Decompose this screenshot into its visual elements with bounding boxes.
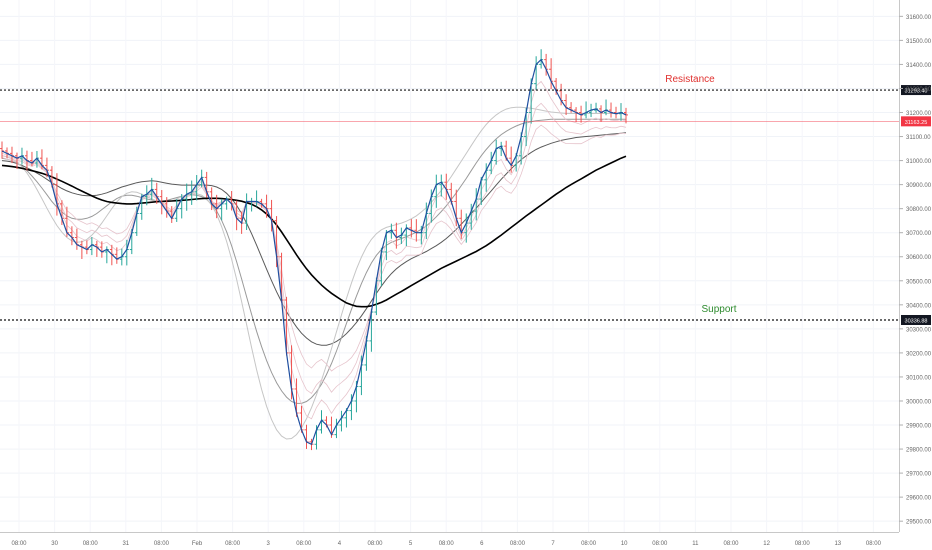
x-tick-label: 08:00	[225, 541, 241, 547]
ohlc-bar	[624, 107, 628, 124]
ohlc-bar	[414, 219, 419, 242]
level-label: Resistance	[665, 74, 715, 85]
ohlc-bar	[244, 193, 249, 231]
ohlc-bar	[304, 424, 309, 449]
ohlc-bar	[609, 102, 614, 118]
x-tick-label: 12	[763, 541, 770, 547]
ma-band-line	[1, 106, 626, 440]
time-axis: 08:00 30 08:00 31 08:00 Feb 08:00 3 08:00 4 08:00 5…	[11, 541, 881, 547]
x-tick-label: 08:00	[11, 541, 27, 547]
ohlc-bar	[74, 228, 79, 250]
level-label: Support	[701, 304, 736, 315]
x-tick-label: 31	[122, 541, 129, 547]
y-tick-label: 31100.00	[906, 135, 931, 141]
ohlc-bar	[84, 240, 89, 255]
price-axis: 29500.00 29600.00 29700.00 29800.00 29900.00…	[899, 15, 932, 526]
y-tick-label: 30700.00	[906, 231, 932, 237]
last-price-tag	[901, 116, 931, 127]
x-tick-label: 08:00	[83, 541, 99, 547]
x-tick-label: 08:00	[510, 541, 526, 547]
y-tick-label: 30000.00	[906, 399, 932, 405]
x-tick-label: 5	[409, 541, 413, 547]
ohlc-bar	[439, 174, 444, 197]
x-tick-label: 11	[692, 541, 699, 547]
y-tick-label: 31300.00	[906, 87, 932, 93]
ohlc-bar	[29, 151, 34, 167]
x-tick-label: 13	[834, 541, 841, 547]
ohlc-bars	[0, 49, 628, 451]
x-tick-label: 08:00	[723, 541, 739, 547]
level-price-tag-text: 30336.88	[905, 318, 928, 324]
x-tick-label: 30	[51, 541, 58, 547]
x-tick-label: 08:00	[866, 541, 882, 547]
slow-ma-line	[1, 155, 627, 308]
x-tick-label: 08:00	[367, 541, 383, 547]
y-tick-label: 30300.00	[906, 327, 932, 333]
level-price-tag-text: 31293.40	[905, 89, 928, 95]
x-tick-label: 08:00	[581, 541, 597, 547]
level-price-tag	[901, 314, 931, 325]
chart-grid	[0, 0, 899, 532]
y-tick-label: 29500.00	[906, 520, 932, 526]
x-tick-label: 3	[267, 541, 271, 547]
y-tick-label: 31200.00	[906, 111, 932, 117]
y-tick-label: 30200.00	[906, 351, 932, 357]
fast-ma-line	[1, 58, 627, 446]
y-tick-label: 30500.00	[906, 279, 932, 285]
y-tick-label: 30800.00	[906, 207, 932, 213]
y-tick-label: 30400.00	[906, 303, 932, 309]
ma-ribbon-line	[1, 80, 627, 420]
ohlc-bar	[584, 101, 589, 119]
ohlc-bar	[339, 410, 344, 432]
y-tick-label: 31600.00	[906, 15, 932, 21]
x-tick-label: 08:00	[795, 541, 811, 547]
horizontal-levels: Resistance 31293.40 Support 30336.88 31163.2…	[0, 74, 931, 325]
ohlc-bar	[594, 102, 599, 113]
y-tick-label: 31000.00	[906, 159, 932, 165]
x-tick-label: 6	[480, 541, 484, 547]
ma-band-line	[1, 118, 626, 404]
y-tick-label: 29800.00	[906, 448, 932, 454]
x-tick-label: 08:00	[154, 541, 170, 547]
y-tick-label: 30900.00	[906, 183, 932, 189]
x-tick-label: 4	[338, 541, 342, 547]
x-tick-label: Feb	[192, 541, 203, 547]
y-tick-label: 29900.00	[906, 424, 932, 430]
x-tick-label: 10	[621, 541, 628, 547]
ma-ribbon	[1, 80, 627, 440]
y-tick-label: 29700.00	[906, 472, 932, 478]
ohlc-bar	[434, 174, 439, 208]
y-tick-label: 31400.00	[906, 63, 932, 69]
ohlc-bar	[574, 107, 579, 123]
x-tick-label: 7	[551, 541, 555, 547]
ohlc-bar	[564, 94, 569, 116]
y-tick-label: 29600.00	[906, 496, 932, 502]
ohlc-bar	[509, 146, 514, 173]
x-tick-label: 08:00	[296, 541, 312, 547]
ma-ribbon-line	[1, 124, 627, 372]
y-tick-label: 31500.00	[906, 39, 932, 45]
last-price-tag-text: 31163.25	[905, 120, 928, 126]
y-tick-label: 30100.00	[906, 375, 932, 381]
ma-ribbon-line	[1, 102, 627, 394]
x-tick-label: 08:00	[652, 541, 668, 547]
level-price-tag	[901, 85, 931, 96]
x-tick-label: 08:00	[439, 541, 455, 547]
y-tick-label: 30600.00	[906, 255, 932, 261]
